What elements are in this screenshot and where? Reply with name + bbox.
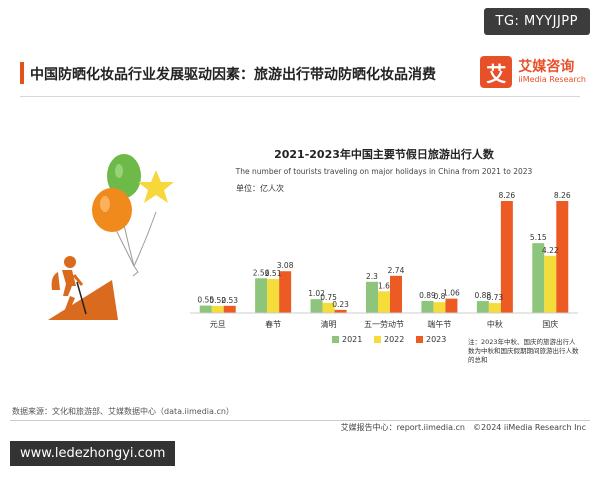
bar-2021-1 [255,278,268,313]
bar-2021-3 [366,281,378,313]
category-label-4: 端午节 [427,319,451,329]
chart-title: 2021-2023年中国主要节假日旅游出行人数 [274,147,495,161]
legend: 2021 2022 2023 [332,335,446,344]
value-label-2022-1: 2.51 [265,269,282,278]
legend-label-2023: 2023 [426,335,446,344]
chart-subtitle: The number of tourists traveling on majo… [235,167,533,176]
site-watermark: www.ledezhongyi.com [10,441,176,466]
bar-2021-5 [476,301,489,313]
bar-2022-0 [211,305,224,313]
value-label-2022-5: 0.73 [487,293,504,302]
bar-2023-5 [500,201,513,313]
value-label-2021-2: 1.02 [308,289,325,298]
bar-2021-2 [310,299,323,313]
bar-2021-4 [421,300,434,313]
orange-balloon-icon [92,188,132,232]
value-label-2023-0: 0.53 [221,296,238,305]
copyright: ©2024 iiMedia Research Inc [473,423,586,432]
bar-2022-3 [378,291,390,313]
value-label-2021-3: 2.3 [366,272,378,281]
legend-swatch-2021 [332,336,339,343]
bar-2023-0 [223,305,236,313]
bar-2021-0 [199,305,212,313]
logo-mark: 艾 [480,56,513,88]
value-label-2023-5: 8.26 [499,191,516,200]
value-label-2022-3: 1.6 [378,281,390,290]
category-label-2: 清明 [321,319,337,329]
value-label-2022-4: 0.8 [433,292,445,301]
data-source: 数据来源：文化和旅游部、艾媒数据中心（data.iimedia.cn） [12,407,234,416]
star-balloon-icon [138,170,174,203]
value-label-2021-5: 0.88 [475,291,492,300]
green-balloon-icon [107,154,141,198]
bar-2021-6 [532,243,545,313]
category-label-5: 中秋 [487,319,503,329]
category-label-3: 五一劳动节 [364,319,404,329]
watermark-badge: TG: MYYJJPP [483,8,590,35]
category-label-6: 国庆 [542,319,558,329]
footer-divider [10,420,590,421]
title-accent-bar [20,62,24,84]
report-center-link[interactable]: 艾媒报告中心：report.iimedia.cn [340,423,466,432]
logo-text: 艾媒咨询 iiMedia Research [518,59,586,85]
bar-2022-4 [433,302,446,313]
legend-swatch-2023 [416,336,423,343]
value-label-2023-6: 8.26 [554,191,571,200]
bar-2022-2 [322,302,335,313]
header-divider [20,96,580,97]
logo-name-en: iiMedia Research [518,75,586,84]
bar-2023-2 [334,309,347,313]
bar-2023-3 [390,275,402,313]
value-label-group: 0.550.520.532.562.513.081.020.750.232.31… [197,191,570,309]
value-label-2023-3: 2.74 [388,266,405,275]
bar-2022-5 [488,303,501,313]
bar-2023-4 [445,298,458,313]
value-label-2022-0: 0.52 [209,296,226,305]
value-label-2023-2: 0.23 [332,300,349,309]
legend-label-2022: 2022 [384,335,404,344]
bar-2022-6 [544,255,557,313]
footer-right: 艾媒报告中心：report.iimedia.cn ©2024 iiMedia R… [341,422,586,433]
bar-2022-1 [267,278,280,313]
value-label-2022-2: 0.75 [320,293,337,302]
category-label-group: 元旦 春节 清明 五一劳动节 端午节 中秋 国庆 [210,319,559,329]
bar-group [199,201,569,313]
value-label-2021-0: 0.55 [197,296,214,305]
page-title: 中国防晒化妆品行业发展驱动因素：旅游出行带动防晒化妆品消费 [30,67,436,83]
bar-2023-1 [279,271,292,313]
chart-unit-label: 单位：亿人次 [236,183,284,193]
logo-name-cn: 艾媒咨询 [518,59,575,75]
chart-note: 注：2023年中秋、国庆的旅游出行人数为中秋和国庆假期期间旅游出行人数的总和 [468,338,579,364]
value-label-2022-6: 4.22 [542,246,559,255]
logo: 艾 艾媒咨询 iiMedia Research [480,56,586,88]
value-label-2021-6: 5.15 [530,233,547,242]
category-label-0: 元旦 [210,320,226,329]
balloon-illustration [92,154,174,277]
bar-2023-6 [556,201,569,313]
value-label-2021-4: 0.89 [419,291,436,300]
value-label-2021-1: 2.56 [253,268,270,277]
hiker-icon [48,256,118,320]
legend-label-2021: 2021 [342,335,362,344]
category-label-1: 春节 [265,319,281,329]
legend-swatch-2022 [374,336,381,343]
value-label-2023-4: 1.06 [443,289,460,298]
value-label-2023-1: 3.08 [277,261,294,270]
